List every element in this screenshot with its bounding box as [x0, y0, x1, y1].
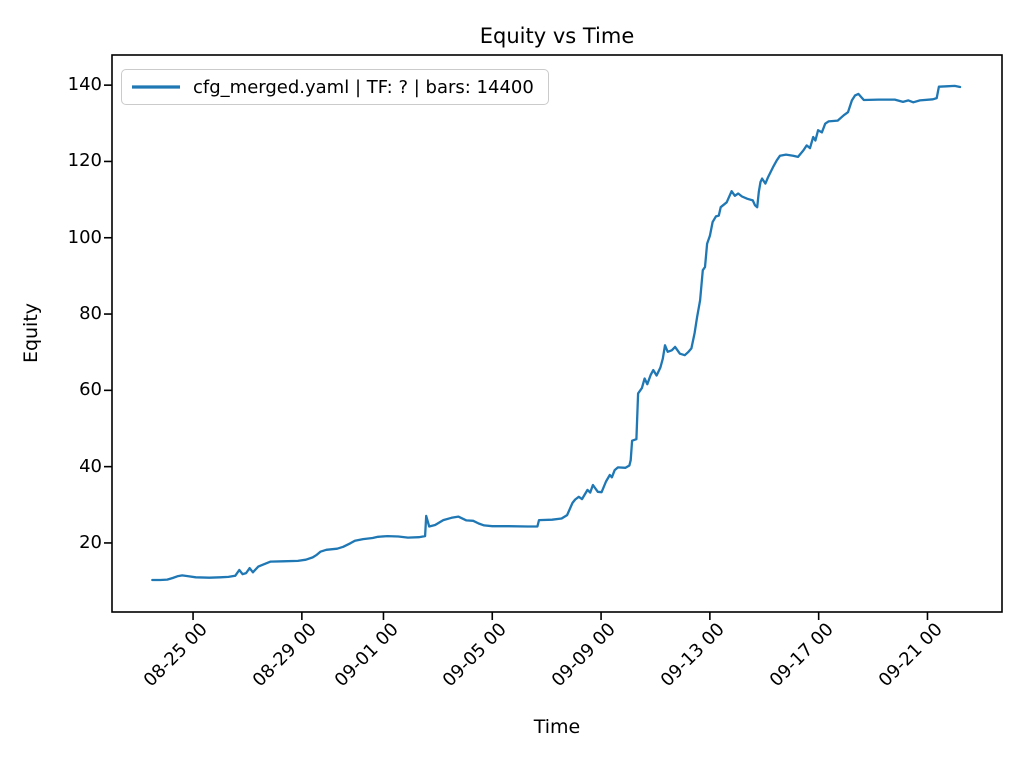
- y-tick-label: 120: [67, 150, 102, 172]
- y-tick-label: 60: [79, 379, 102, 401]
- y-tick-label: 100: [67, 226, 102, 248]
- axes-frame: [111, 54, 1003, 613]
- x-axis-label: Time: [533, 716, 581, 738]
- equity-line: [151, 84, 962, 582]
- y-axis-label: Equity: [20, 302, 42, 364]
- legend: cfg_merged.yaml | TF: ? | bars: 14400: [121, 69, 549, 105]
- y-tick-label: 40: [79, 455, 102, 477]
- chart-title: Equity vs Time: [479, 24, 635, 48]
- y-tick-label: 80: [79, 303, 102, 325]
- y-tick-label: 140: [67, 74, 102, 96]
- legend-line-sample-icon: [132, 85, 180, 89]
- legend-label: cfg_merged.yaml | TF: ? | bars: 14400: [193, 76, 534, 98]
- y-tick-label: 20: [79, 531, 102, 553]
